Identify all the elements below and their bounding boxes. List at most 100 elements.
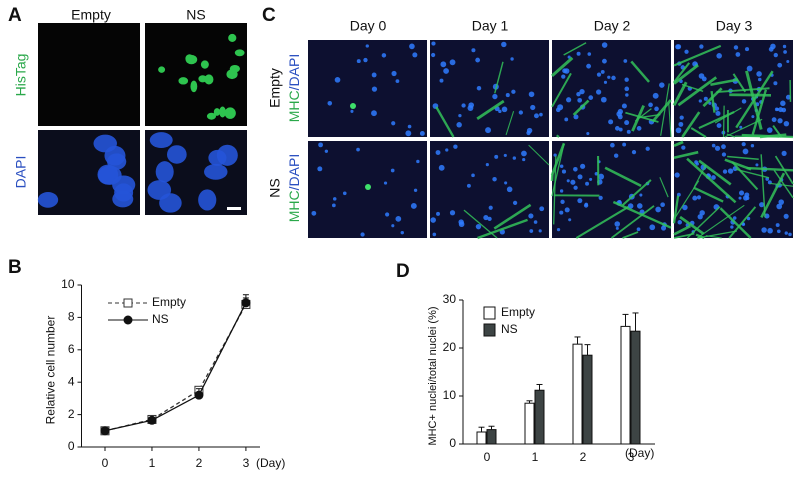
nucleus xyxy=(461,103,466,108)
myotube xyxy=(668,102,672,138)
nucleus xyxy=(636,203,643,209)
nucleus xyxy=(458,221,465,228)
myotube xyxy=(697,230,737,239)
nucleus xyxy=(383,181,388,185)
nucleus xyxy=(788,232,792,237)
nucleus xyxy=(750,143,755,148)
nucleus xyxy=(624,86,630,92)
nucleus xyxy=(744,47,750,52)
marker xyxy=(194,390,204,400)
myotube xyxy=(746,166,794,172)
myotube xyxy=(572,99,590,116)
nucleus xyxy=(674,172,680,178)
nucleus xyxy=(624,77,629,82)
nucleus xyxy=(147,180,172,200)
nucleus xyxy=(694,160,699,165)
myotube xyxy=(505,111,515,136)
nucleus xyxy=(607,75,611,79)
green-cell xyxy=(178,77,189,85)
stain-green: MHC xyxy=(286,90,302,122)
nucleus xyxy=(652,92,659,99)
column-label: Day 2 xyxy=(594,18,631,34)
nucleus xyxy=(711,175,716,180)
micrograph xyxy=(145,130,247,215)
nucleus xyxy=(416,159,420,164)
nucleus xyxy=(453,144,458,149)
nucleus xyxy=(697,214,703,220)
nucleus xyxy=(564,207,570,213)
micrograph xyxy=(430,141,550,240)
nucleus xyxy=(614,221,621,227)
nucleus xyxy=(371,110,377,117)
nucleus xyxy=(443,68,449,74)
nucleus xyxy=(698,73,705,79)
nucleus xyxy=(466,183,471,188)
nucleus xyxy=(589,177,593,181)
nucleus xyxy=(216,144,238,166)
nucleus xyxy=(602,58,607,64)
nucleus xyxy=(391,121,396,126)
myotube xyxy=(631,104,645,132)
nucleus xyxy=(528,213,534,219)
nucleus xyxy=(400,230,404,235)
nucleus xyxy=(742,148,749,155)
nucleus xyxy=(360,232,365,237)
nucleus xyxy=(766,127,773,133)
nucleus xyxy=(586,63,592,69)
green-cell xyxy=(365,184,371,190)
nucleus xyxy=(595,89,602,95)
marker xyxy=(100,426,110,436)
column-label: Day 3 xyxy=(716,18,753,34)
x-tick-label: 0 xyxy=(484,450,491,464)
nucleus xyxy=(501,41,507,48)
image-bg xyxy=(430,40,549,137)
nucleus xyxy=(522,157,526,162)
y-tick-label: 0 xyxy=(68,439,75,453)
nucleus xyxy=(562,68,568,74)
nucleus xyxy=(741,99,747,104)
myotube xyxy=(741,133,794,139)
micrograph xyxy=(145,23,247,126)
myotube xyxy=(673,44,722,67)
nucleus xyxy=(601,42,608,48)
bar xyxy=(534,389,545,445)
column-label: NS xyxy=(186,7,205,23)
myotube xyxy=(673,140,684,148)
nucleus xyxy=(356,147,360,152)
nucleus xyxy=(435,150,441,155)
nucleus xyxy=(622,142,627,147)
myotube xyxy=(693,186,724,203)
myotube xyxy=(528,144,550,166)
nucleus xyxy=(631,149,637,155)
nucleus xyxy=(198,189,217,211)
myotube xyxy=(673,224,691,236)
myotube xyxy=(494,61,504,94)
nucleus xyxy=(778,107,784,113)
nucleus xyxy=(678,121,684,127)
nucleus xyxy=(561,169,567,174)
nucleus xyxy=(784,231,788,235)
row-label: DAPI xyxy=(13,156,29,189)
nucleus xyxy=(350,109,354,113)
bar xyxy=(620,325,631,445)
green-cell xyxy=(190,80,198,93)
myotube xyxy=(751,89,768,135)
nucleus xyxy=(738,190,745,196)
nucleus xyxy=(751,115,755,119)
myotube xyxy=(575,205,629,239)
nucleus xyxy=(385,212,390,217)
scale-bar xyxy=(227,207,241,210)
nucleus xyxy=(610,142,615,148)
nucleus xyxy=(727,168,734,174)
nucleus xyxy=(539,206,545,212)
myotube xyxy=(760,154,766,218)
nucleus xyxy=(561,74,566,79)
green-cell xyxy=(200,60,209,69)
nucleus xyxy=(149,132,173,149)
myotube xyxy=(702,87,723,108)
nucleus xyxy=(627,203,634,209)
myotube xyxy=(563,42,587,56)
nucleus xyxy=(331,203,336,208)
nucleus xyxy=(783,50,787,54)
myotube xyxy=(697,204,745,239)
